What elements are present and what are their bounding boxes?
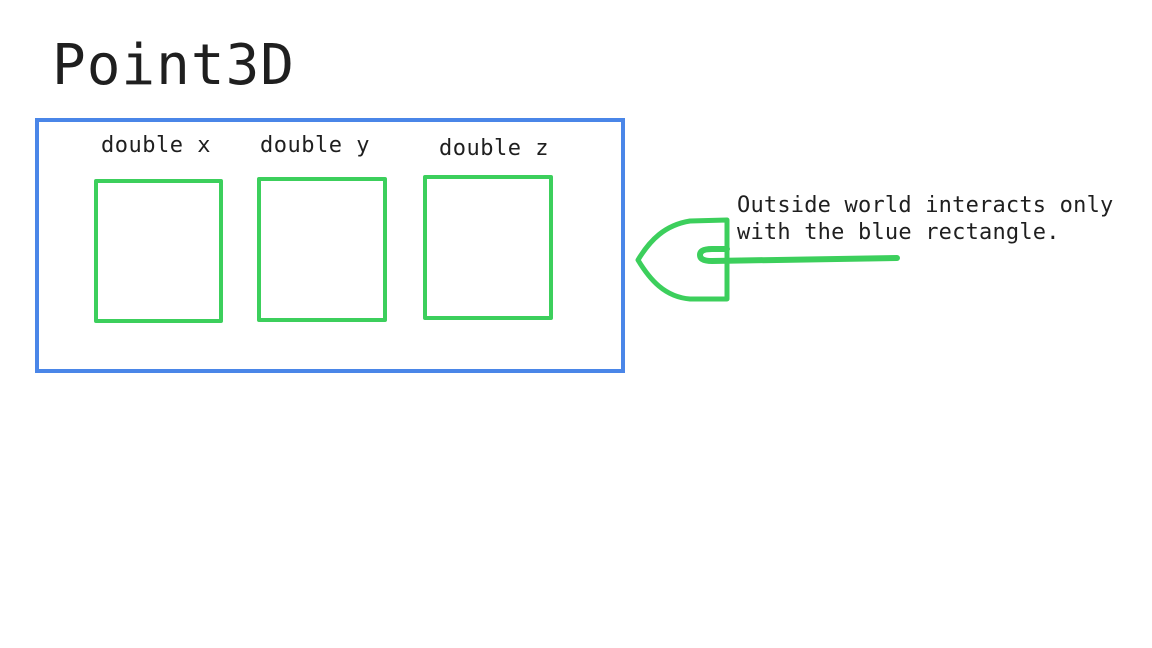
field-box-z (423, 175, 553, 320)
plug-head-shape (635, 217, 730, 302)
annotation-text: Outside world interacts only with the bl… (737, 192, 1113, 246)
annotation-line-2: with the blue rectangle. (737, 220, 1060, 245)
field-label-y: double y (260, 133, 370, 158)
field-label-x: double x (101, 133, 211, 158)
annotation-line-1: Outside world interacts only (737, 193, 1114, 218)
field-box-x (94, 179, 223, 323)
point3d-container (35, 118, 625, 373)
plug-cable-line (697, 246, 900, 264)
field-box-y (257, 177, 387, 322)
plug-connector-icon (635, 217, 900, 302)
field-label-z: double z (439, 136, 549, 161)
diagram-title: Point3D (52, 33, 296, 98)
